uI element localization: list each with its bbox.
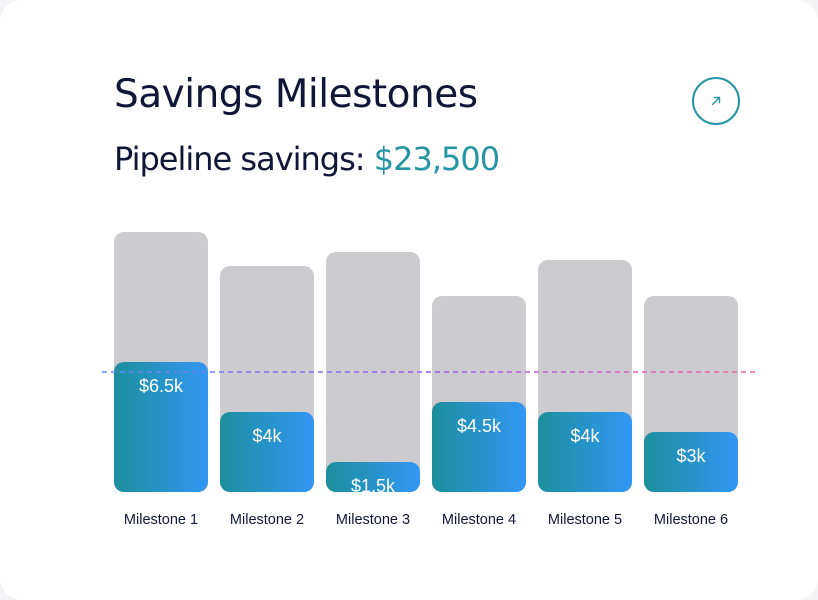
bar-value-label: $3k [676,446,706,466]
bar-value-label: $6.5k [139,376,184,396]
open-details-button[interactable] [692,77,740,125]
pipeline-savings-amount: $23,500 [373,140,500,178]
page-title: Savings Milestones [114,72,478,117]
bar-value-label: $4.5k [457,416,502,436]
savings-bar-2 [220,412,314,492]
category-label: Milestone 6 [654,512,728,528]
category-label: Milestone 4 [442,512,516,528]
savings-bar-5 [538,412,632,492]
arrow-up-right-icon [711,96,721,106]
category-label: Milestone 3 [336,512,410,528]
category-label: Milestone 5 [548,512,622,528]
savings-bar-1 [114,362,208,492]
category-label: Milestone 2 [230,512,304,528]
savings-bar-4 [432,402,526,492]
pipeline-savings-summary: Pipeline savings: $23,500 [114,140,500,178]
bar-value-label: $4k [252,426,282,446]
pipeline-savings-label: Pipeline savings: [114,140,366,178]
savings-bar-3 [326,462,420,492]
bar-value-label: $4k [570,426,600,446]
bar-value-label: $1.5k [351,476,396,496]
savings-bar-6 [644,432,738,492]
category-label: Milestone 1 [124,512,198,528]
